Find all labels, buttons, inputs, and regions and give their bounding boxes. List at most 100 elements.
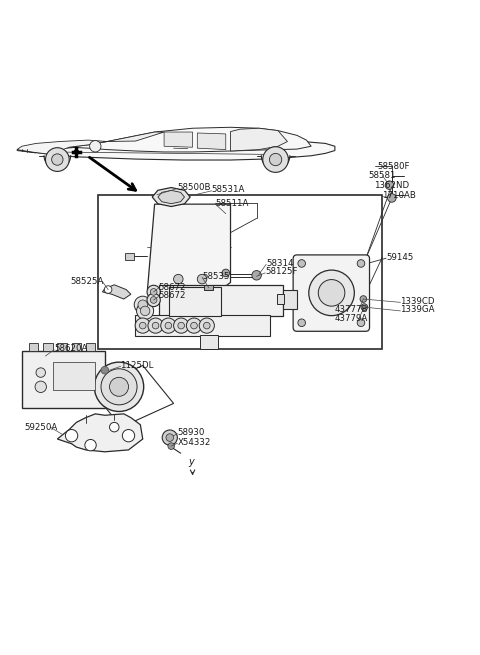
Polygon shape [164,132,192,147]
Text: 58314: 58314 [266,259,294,268]
Text: 58620A: 58620A [54,345,87,353]
Bar [57,343,67,351]
Circle shape [298,259,305,267]
Circle shape [109,422,119,432]
Circle shape [174,274,183,284]
Circle shape [138,300,147,309]
Polygon shape [102,285,131,299]
Circle shape [137,303,154,320]
Text: 1125DL: 1125DL [120,361,154,370]
Bar [43,343,53,351]
Text: 58672: 58672 [158,291,186,300]
Text: 58125F: 58125F [265,267,298,276]
Circle shape [263,147,288,172]
FancyBboxPatch shape [293,255,370,331]
Circle shape [298,319,305,327]
Circle shape [95,362,144,411]
Circle shape [134,296,151,313]
Circle shape [35,381,47,392]
Circle shape [101,369,137,405]
Circle shape [309,270,354,316]
Polygon shape [57,414,143,452]
Circle shape [135,318,150,333]
Text: 58930: 58930 [178,428,205,438]
Polygon shape [230,128,288,151]
Bar [125,253,134,259]
Text: 1362ND: 1362ND [374,181,409,190]
Circle shape [152,322,159,329]
Bar [97,195,383,349]
Circle shape [318,280,345,306]
Circle shape [166,434,174,441]
Text: 59250A: 59250A [24,422,58,432]
Circle shape [139,322,146,329]
Text: 58511A: 58511A [216,198,249,208]
Circle shape [174,318,189,333]
Text: 58525A: 58525A [71,277,104,286]
Text: 59145: 59145 [386,253,413,262]
Text: 1339CD: 1339CD [400,297,435,306]
Circle shape [148,318,163,333]
Bar [159,285,283,316]
Circle shape [147,293,160,307]
Bar [204,285,213,291]
Text: 58535: 58535 [202,272,229,281]
Circle shape [90,141,101,152]
Bar [135,315,270,336]
Text: 58581: 58581 [368,171,396,180]
Circle shape [204,322,210,329]
Polygon shape [107,132,164,141]
Circle shape [191,322,197,329]
Circle shape [199,318,215,333]
Bar [277,294,284,304]
Circle shape [109,377,129,396]
Circle shape [385,181,394,189]
Circle shape [147,286,160,299]
Circle shape [36,368,46,377]
Circle shape [186,318,202,333]
Text: 43779A: 43779A [335,314,368,324]
Text: y: y [189,457,194,468]
Bar [29,343,38,351]
Text: X54332: X54332 [178,438,211,447]
Circle shape [46,147,69,172]
Polygon shape [17,140,107,155]
Bar [72,343,81,351]
Circle shape [74,149,79,155]
Text: 58672: 58672 [158,283,186,291]
Circle shape [178,322,184,329]
Circle shape [150,297,157,303]
Polygon shape [69,127,311,152]
Circle shape [52,154,63,165]
Text: 58531A: 58531A [212,185,245,195]
Bar [200,335,218,349]
Circle shape [104,286,112,293]
Text: 1339GA: 1339GA [400,305,435,314]
Text: 43777B: 43777B [335,305,368,314]
Bar [169,287,221,316]
Polygon shape [152,187,190,206]
Polygon shape [17,141,335,160]
Bar [22,351,105,408]
Circle shape [122,430,135,442]
Circle shape [168,443,175,449]
Polygon shape [158,191,184,204]
Polygon shape [147,204,230,290]
Circle shape [222,269,229,276]
Text: 1710AB: 1710AB [383,191,416,200]
Circle shape [252,271,261,280]
Circle shape [269,153,282,166]
Circle shape [360,295,367,303]
Circle shape [357,319,365,327]
Circle shape [387,194,396,202]
Circle shape [361,304,368,310]
Bar [283,290,297,309]
Circle shape [101,366,108,374]
Circle shape [140,306,150,316]
Circle shape [150,289,157,295]
Polygon shape [197,133,226,149]
Circle shape [165,322,172,329]
Bar [53,362,96,390]
Circle shape [197,274,207,284]
Text: 58580F: 58580F [378,162,410,171]
